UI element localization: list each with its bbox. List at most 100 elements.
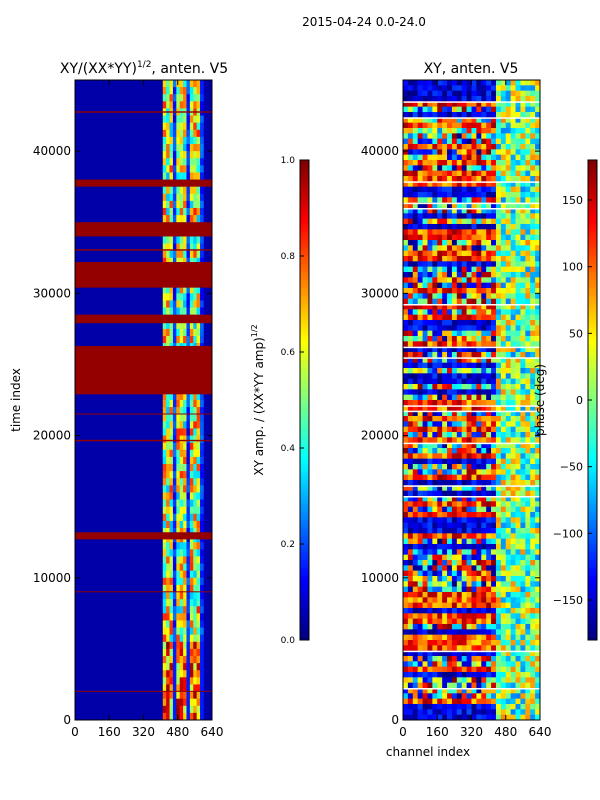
amplitude-cell [189, 656, 194, 664]
phase-cell [495, 320, 502, 326]
phase-cell [486, 677, 492, 683]
phase-cell [500, 362, 507, 369]
amplitude-cell [176, 592, 181, 600]
phase-cell [417, 442, 423, 449]
phase-cell [466, 389, 472, 395]
phase-cell [407, 485, 414, 491]
phase-cell [486, 277, 492, 283]
phase-cell [442, 288, 448, 294]
amplitude-cell [162, 492, 167, 500]
phase-cell [417, 533, 423, 539]
phase-cell [491, 400, 497, 406]
phase-cell [456, 410, 463, 417]
amplitude-cell [179, 165, 184, 173]
amplitude-cell [196, 656, 201, 664]
amplitude-cell [169, 336, 174, 344]
phase-cell [476, 602, 482, 609]
phase-cell [471, 496, 477, 502]
phase-cell [476, 554, 482, 561]
phase-cell [432, 101, 438, 107]
amplitude-cell [193, 549, 197, 557]
phase-colorbar-step [588, 300, 597, 305]
phase-cell [500, 101, 507, 107]
phase-cell [495, 704, 502, 710]
phase-cell [481, 421, 487, 427]
phase-colorbar-step [588, 592, 597, 597]
phase-cell [525, 245, 531, 251]
phase-cell [403, 80, 409, 86]
phase-cell [403, 170, 409, 177]
phase-cell [515, 368, 521, 374]
phase-cell [403, 672, 409, 678]
phase-cell [451, 85, 458, 91]
phase-cell [451, 704, 458, 710]
phase-cell [456, 426, 463, 433]
phase-cell [447, 234, 453, 241]
phase-cell [476, 128, 482, 134]
phase-cell [500, 357, 507, 363]
amplitude-cell [166, 122, 170, 131]
phase-cell [447, 656, 453, 662]
phase-cell [520, 597, 526, 603]
phase-colorbar-step [588, 524, 597, 529]
phase-cell [412, 261, 418, 267]
phase-cell [471, 165, 477, 171]
phase-cell [437, 341, 443, 347]
amplitude-colorbar-step [300, 312, 309, 317]
phase-cell [525, 112, 531, 118]
phase-cell [427, 90, 433, 97]
amplitude-cell [172, 563, 177, 571]
phase-cell [447, 165, 453, 171]
phase-cell [495, 400, 502, 406]
amplitude-cell [200, 80, 204, 88]
amplitude-cell [179, 158, 184, 166]
phase-cell [456, 570, 463, 577]
phase-cell [500, 442, 507, 449]
phase-colorbar-step [588, 464, 597, 469]
phase-cell [422, 149, 428, 155]
amplitude-cell [200, 421, 204, 429]
phase-cell [427, 586, 433, 593]
phase-cell [520, 176, 526, 182]
phase-cell [505, 597, 511, 603]
phase-cell [442, 501, 448, 507]
amplitude-cell [169, 243, 174, 251]
phase-cell [451, 458, 458, 465]
phase-cell [451, 624, 458, 630]
phase-cell [520, 368, 526, 374]
amplitude-colorbar-step [300, 356, 309, 361]
phase-cell [510, 677, 516, 683]
phase-cell [481, 682, 487, 689]
phase-colorbar-tick-label: 0 [576, 394, 583, 407]
amplitude-cell [196, 80, 201, 88]
phase-cell [407, 506, 414, 513]
phase-cell [486, 165, 492, 171]
phase-cell [510, 512, 516, 518]
phase-cell [486, 560, 492, 566]
phase-cell [525, 192, 531, 198]
amplitude-cell [186, 684, 191, 692]
phase-cell [461, 122, 467, 129]
phase-cell [495, 677, 502, 683]
phase-cell [427, 522, 433, 529]
phase-cell [505, 144, 511, 150]
phase-cell [471, 389, 477, 395]
phase-cell [495, 394, 502, 401]
phase-cell [412, 160, 418, 166]
phase-cell [471, 117, 477, 123]
phase-cell [525, 266, 531, 273]
phase-flagged-row [403, 485, 540, 487]
phase-cell [432, 229, 438, 235]
phase-cell [461, 272, 467, 278]
phase-cell [515, 154, 521, 161]
phase-cell [422, 682, 428, 689]
phase-colorbar-step [588, 548, 597, 553]
phase-cell [427, 517, 433, 523]
amplitude-cell [193, 435, 197, 443]
phase-cell [442, 154, 448, 161]
phase-cell [505, 437, 511, 443]
phase-cell [510, 682, 516, 689]
amplitude-cell [193, 115, 197, 123]
phase-cell [500, 549, 507, 555]
